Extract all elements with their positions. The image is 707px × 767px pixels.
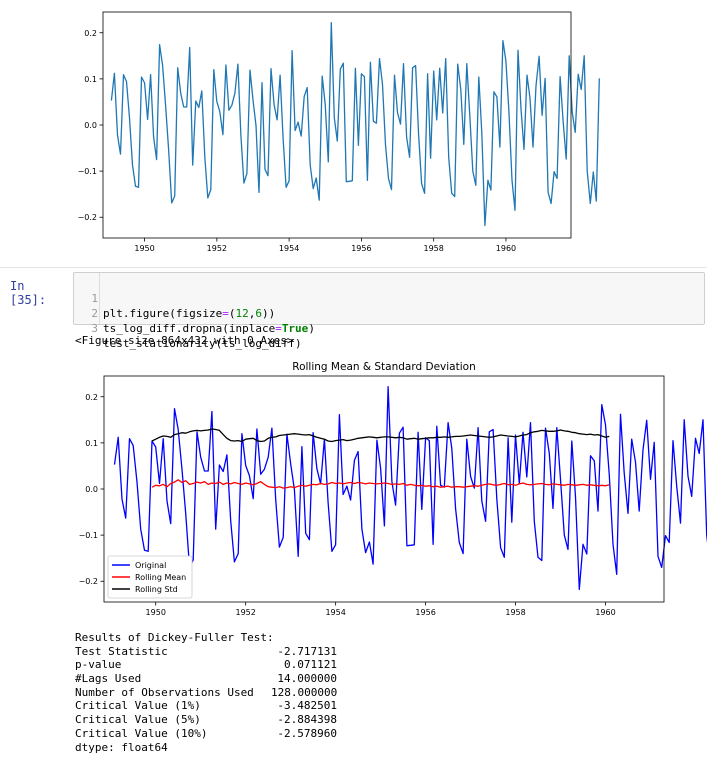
x-tick-label: 1954 [325, 608, 345, 617]
x-tick-label: 1960 [496, 244, 516, 253]
code-editor[interactable]: 1 plt.figure(figsize=(12,6)) 2 ts_log_di… [73, 272, 705, 350]
line-number: 2 [91, 307, 98, 320]
x-tick-label: 1952 [236, 608, 256, 617]
result-row: Test Statistic -2.717131 [75, 644, 337, 659]
result-value: -2.884398 [277, 713, 337, 727]
line-number: 3 [91, 322, 98, 335]
chart-legend: Original Rolling Mean Rolling Std [107, 555, 193, 599]
code-line[interactable]: 2 ts_log_diff.dropna(inplace=True) [74, 291, 315, 335]
code-line[interactable]: 3 test_stationarity(ts_log_diff) [74, 306, 301, 350]
legend-label: Rolling Mean [135, 573, 186, 582]
x-tick-label: 1956 [415, 608, 435, 617]
y-tick-label: 0.1 [84, 75, 97, 84]
line-number-gutter [99, 273, 100, 324]
chart-title: Rolling Mean & Standard Deviation [292, 361, 475, 373]
legend-label: Original [135, 561, 166, 570]
result-row: Critical Value (1%) -3.482501 [75, 699, 337, 713]
y-tick-label: −0.2 [78, 213, 97, 222]
x-tick-label: 1958 [423, 244, 443, 253]
rolling-std-line [151, 428, 610, 443]
result-row: #Lags Used 14.000000 [75, 672, 337, 686]
result-value: 14.000000 [277, 672, 337, 686]
x-tick-label: 1960 [595, 608, 615, 617]
dickey-fuller-results: Results of Dickey-Fuller Test: Test Stat… [75, 631, 337, 754]
x-tick-label: 1950 [146, 608, 166, 617]
y-tick-label: −0.2 [79, 577, 98, 586]
result-value: -2.578960 [277, 726, 337, 740]
legend-label: Rolling Std [135, 585, 178, 594]
result-row: Critical Value (5%) -2.884398 [75, 713, 337, 727]
code-text[interactable]: plt.figure(figsize=(12,6)) [103, 307, 276, 320]
result-label: Critical Value (1%) [75, 699, 201, 713]
code-text[interactable]: test_stationarity(ts_log_diff) [103, 337, 302, 350]
time-series-chart: 0.2 0.1 0.0 −0.1 −0.2 1950 1952 1954 1956 1958 196… [78, 11, 600, 253]
figure-size-output: <Figure size 864x432 with 0 Axes> [75, 334, 294, 347]
result-row: p-value 0.071121 [75, 658, 337, 672]
result-label: Critical Value (5%) [75, 713, 201, 727]
y-tick-label: −0.1 [79, 531, 98, 540]
y-tick-label: 0.2 [85, 393, 98, 402]
y-tick-label: 0.0 [84, 121, 97, 130]
x-tick-label: 1956 [351, 244, 371, 253]
result-value: -2.717131 [277, 644, 337, 658]
results-header: Results of Dickey-Fuller Test: [75, 631, 274, 644]
rolling-stats-chart: Rolling Mean & Standard Deviation 0.2 0.1 0… [79, 361, 707, 617]
x-tick-label: 1954 [279, 244, 299, 253]
y-tick-label: −0.1 [78, 167, 97, 176]
result-label: Critical Value (10%) [75, 726, 208, 740]
cell-separator [0, 267, 707, 268]
original-line [113, 385, 707, 591]
result-label: Test Statistic [75, 644, 168, 658]
cell-prompt: In [35]: [10, 279, 47, 307]
legend-box [107, 555, 193, 599]
result-label: p-value [75, 658, 122, 672]
rolling-mean-line [151, 479, 610, 489]
code-text[interactable]: ts_log_diff.dropna(inplace=True) [103, 322, 315, 335]
y-tick-label: 0.2 [84, 29, 97, 38]
result-value: -3.482501 [277, 699, 337, 713]
result-value: 128.000000 [271, 685, 338, 699]
result-row: Critical Value (10%) -2.578960 [75, 726, 337, 741]
code-line[interactable]: 1 plt.figure(figsize=(12,6)) [74, 276, 275, 320]
x-tick-label: 1950 [134, 244, 154, 253]
x-tick-label: 1958 [505, 608, 525, 617]
series-line [110, 21, 600, 227]
line-number: 1 [91, 292, 98, 305]
result-row: Number of Observations Used 128.000000 [75, 685, 337, 700]
result-value: 0.071121 [284, 658, 337, 672]
x-tick-label: 1952 [207, 244, 227, 253]
result-label: Number of Observations Used [75, 685, 254, 699]
y-tick-label: 0.0 [85, 485, 98, 494]
y-tick-label: 0.1 [85, 439, 98, 448]
dtype-text: dtype: float64 [75, 740, 168, 754]
result-label: #Lags Used [75, 672, 142, 686]
